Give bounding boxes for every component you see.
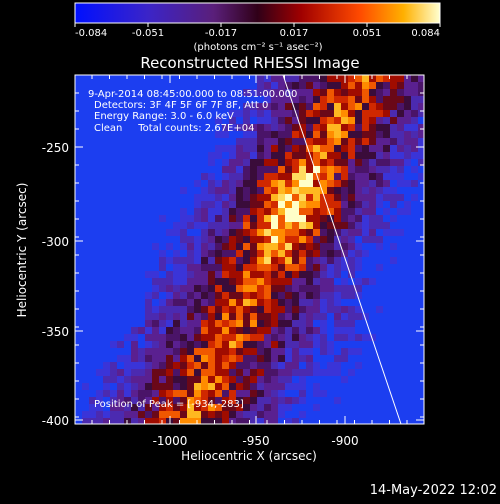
solar-limb-line [282, 75, 402, 424]
x-axis-label: Heliocentric X (arcsec) [181, 449, 317, 463]
colorbar-tick-label: 0.084 [411, 28, 440, 39]
colorbar-tick-label: -0.084 [75, 28, 107, 39]
y-tick-label: -250 [42, 141, 69, 155]
colorbar-tick-label: -0.051 [132, 28, 164, 39]
colorbar-gradient [74, 2, 441, 24]
plot-title: Reconstructed RHESSI Image [140, 54, 359, 72]
axis-ticks [75, 75, 424, 424]
info-line-energy: Energy Range: 3.0 - 6.0 keV [94, 111, 234, 122]
x-tick-label: -900 [331, 434, 358, 448]
rhessi-image [75, 75, 424, 424]
y-tick-label: -300 [42, 235, 69, 249]
y-tick-label: -400 [42, 414, 69, 428]
peak-position: Position of Peak = [-934,-283] [94, 399, 244, 410]
y-tick-label: -350 [42, 325, 69, 339]
y-axis-label: Heliocentric Y (arcsec) [15, 183, 29, 318]
x-tick-label: -950 [242, 434, 269, 448]
heatmap-pixels [75, 75, 424, 424]
info-block: 9-Apr-2014 08:45:00.000 to 08:51:00.000 … [88, 89, 297, 134]
colorbar-ticks: -0.084 -0.051 -0.017 0.017 0.051 0.084 [74, 23, 441, 39]
colorbar-tick-label: 0.017 [280, 28, 309, 39]
colorbar-units: (photons cm⁻² s⁻¹ asec⁻²) [193, 42, 322, 53]
info-line-time: 9-Apr-2014 08:45:00.000 to 08:51:00.000 [88, 89, 297, 100]
colorbar-tick-label: -0.017 [205, 28, 237, 39]
x-tick-label: -1000 [153, 434, 188, 448]
colorbar-tick-label: 0.051 [353, 28, 382, 39]
footer-timestamp: 14-May-2022 12:02 [370, 483, 497, 498]
info-line-counts: Clean Total counts: 2.67E+04 [94, 123, 254, 134]
info-line-detectors: Detectors: 3F 4F 5F 6F 7F 8F, Att 0 [94, 100, 268, 111]
colorbar: -0.084 -0.051 -0.017 0.017 0.051 0.084 (photo… [74, 2, 441, 53]
